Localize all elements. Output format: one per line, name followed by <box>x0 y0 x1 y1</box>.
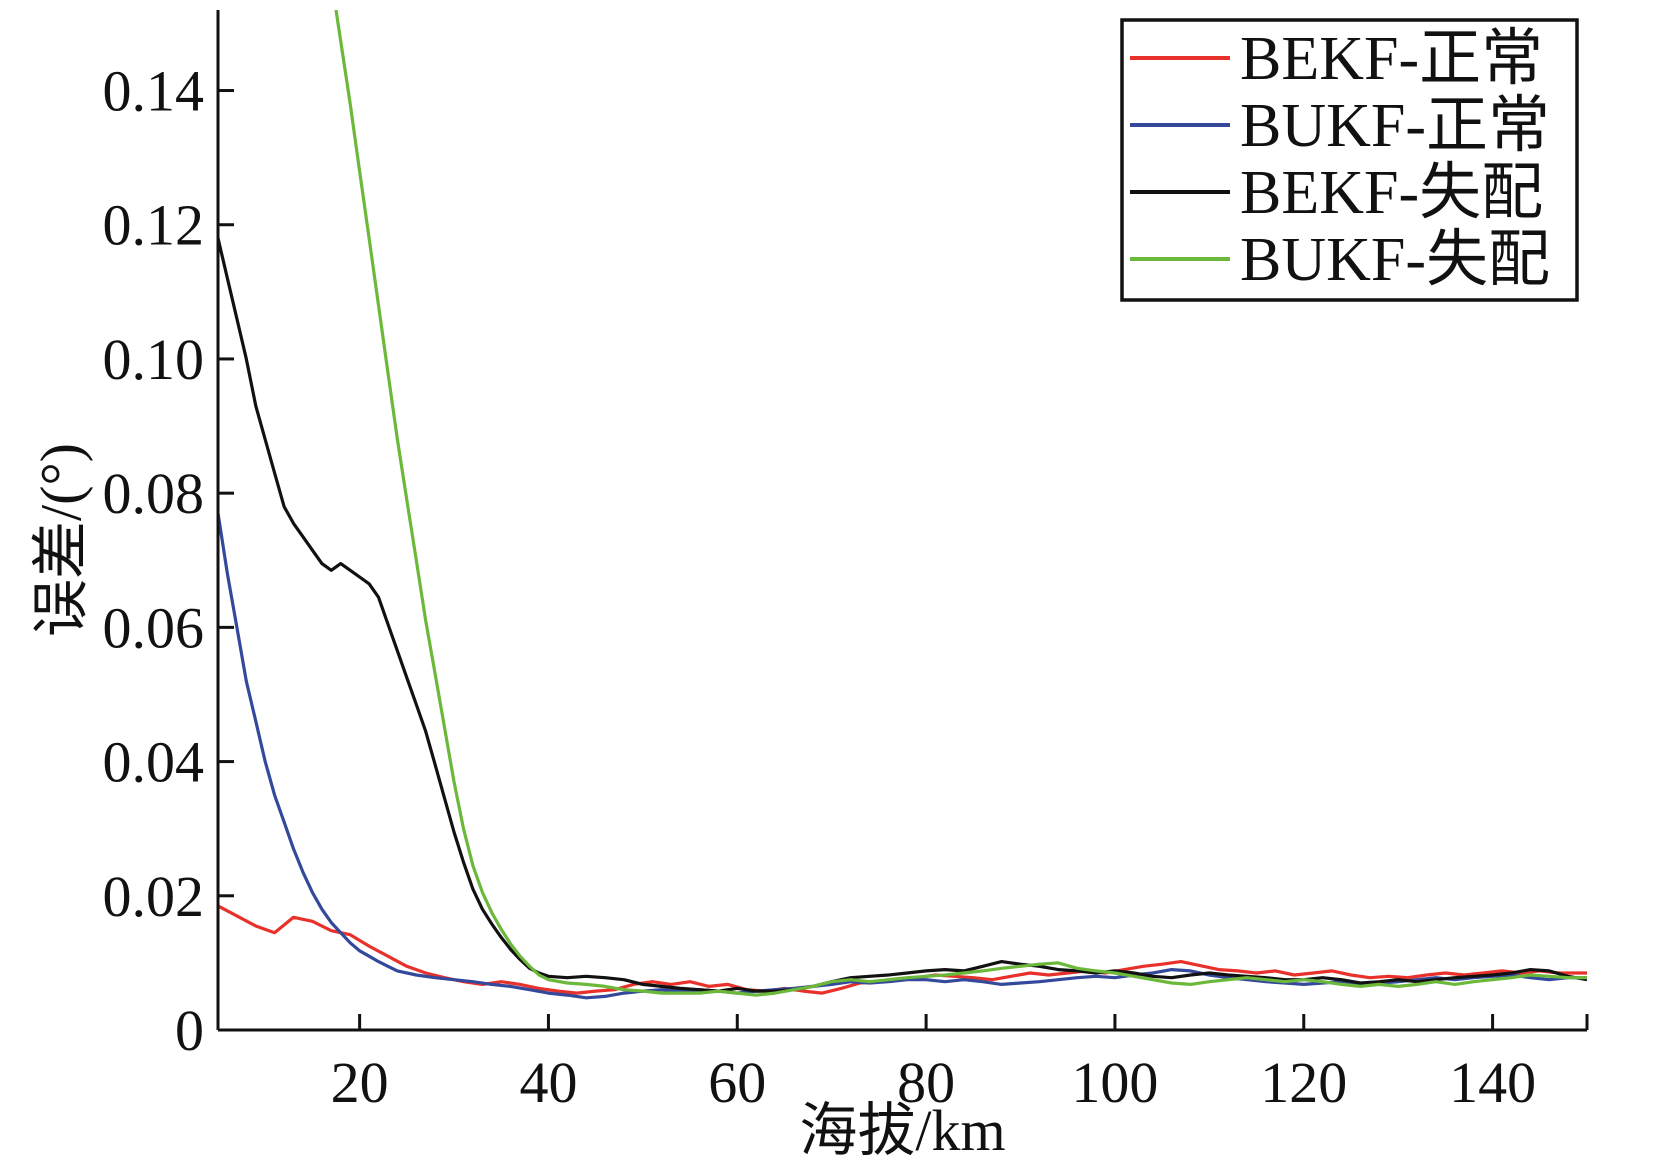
y-tick-label: 0 <box>175 998 204 1063</box>
y-tick-label: 0.02 <box>103 864 205 929</box>
x-tick-label: 60 <box>708 1050 766 1115</box>
y-tick-label: 0.10 <box>103 327 205 392</box>
legend-label-3: BEKF-失配 <box>1240 159 1543 227</box>
x-axis-title: 海拔/km <box>799 1098 1005 1163</box>
series-line-2 <box>218 513 1587 1000</box>
axes <box>216 10 1587 1032</box>
legend-box <box>1120 18 1579 302</box>
plot-lines <box>218 10 1587 1000</box>
series-line-4 <box>334 10 1587 997</box>
y-ticks: 0 0.02 0.04 0.06 0.08 0.10 0.12 0.14 <box>103 59 234 1063</box>
y-tick-label: 0.06 <box>103 595 205 660</box>
x-tick-label: 80 <box>897 1050 955 1115</box>
y-tick-label: 0.08 <box>103 461 205 526</box>
legend-label-4: BUKF-失配 <box>1240 226 1550 294</box>
x-tick-label: 20 <box>331 1050 389 1115</box>
y-axis-title: 误差/(°) <box>28 443 93 637</box>
y-tick-label: 0.14 <box>103 59 205 124</box>
x-tick-label: 120 <box>1260 1050 1347 1115</box>
y-tick-label: 0.12 <box>103 193 205 258</box>
x-ticks: 20 40 60 80 100 120 140 <box>331 1014 1589 1115</box>
x-tick-label: 140 <box>1449 1050 1536 1115</box>
y-tick-label: 0.04 <box>103 730 205 795</box>
x-tick-label: 100 <box>1071 1050 1158 1115</box>
legend-label-1: BEKF-正常 <box>1240 25 1543 93</box>
legend-label-2: BUKF-正常 <box>1240 92 1550 160</box>
x-tick-label: 40 <box>519 1050 577 1115</box>
